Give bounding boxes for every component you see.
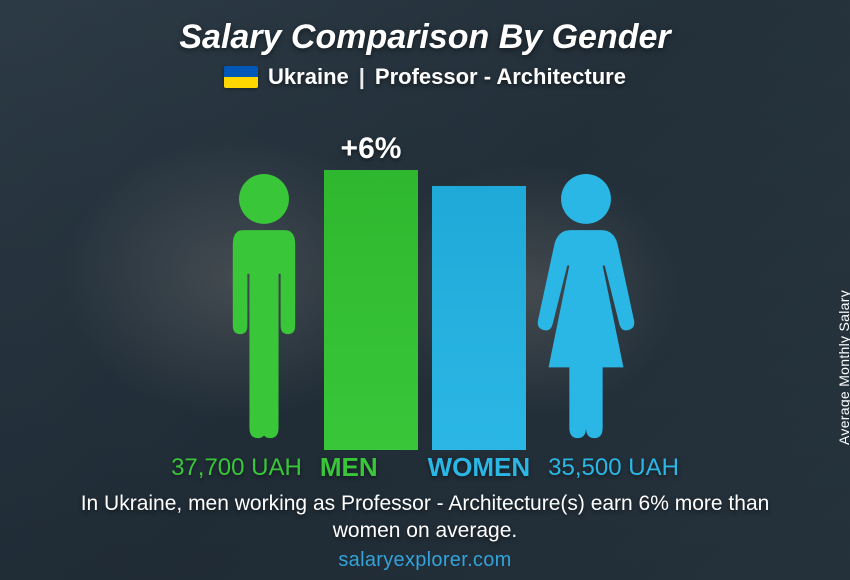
men-bar xyxy=(324,170,418,450)
description-text: In Ukraine, men working as Professor - A… xyxy=(60,490,790,545)
women-block xyxy=(432,160,638,450)
women-salary: 35,500 UAH xyxy=(548,454,679,482)
footer-link[interactable]: salaryexplorer.com xyxy=(0,549,850,572)
infographic-container: Salary Comparison By Gender Ukraine | Pr… xyxy=(0,0,850,580)
subtitle: Ukraine | Professor - Architecture xyxy=(0,64,850,90)
man-icon xyxy=(212,160,316,450)
diff-label: +6% xyxy=(341,132,402,166)
men-label: MEN xyxy=(320,452,378,483)
y-axis-label: Average Monthly Salary xyxy=(836,290,850,445)
country-label: Ukraine xyxy=(268,64,349,90)
ukraine-flag-icon xyxy=(224,66,258,88)
men-bar-wrap: +6% xyxy=(324,132,418,450)
woman-icon xyxy=(534,160,638,450)
women-bar-wrap xyxy=(432,186,526,450)
flag-top-stripe xyxy=(224,66,258,77)
chart-area: +6% xyxy=(0,110,850,450)
women-label: WOMEN xyxy=(428,452,531,483)
men-salary: 37,700 UAH xyxy=(171,454,302,482)
page-title: Salary Comparison By Gender xyxy=(0,18,850,57)
men-block: +6% xyxy=(212,132,418,450)
labels-row: 37,700 UAH MEN WOMEN 35,500 UAH xyxy=(0,452,850,483)
job-label: Professor - Architecture xyxy=(375,64,626,90)
flag-bottom-stripe xyxy=(224,77,258,88)
women-bar xyxy=(432,186,526,450)
separator: | xyxy=(359,64,365,90)
